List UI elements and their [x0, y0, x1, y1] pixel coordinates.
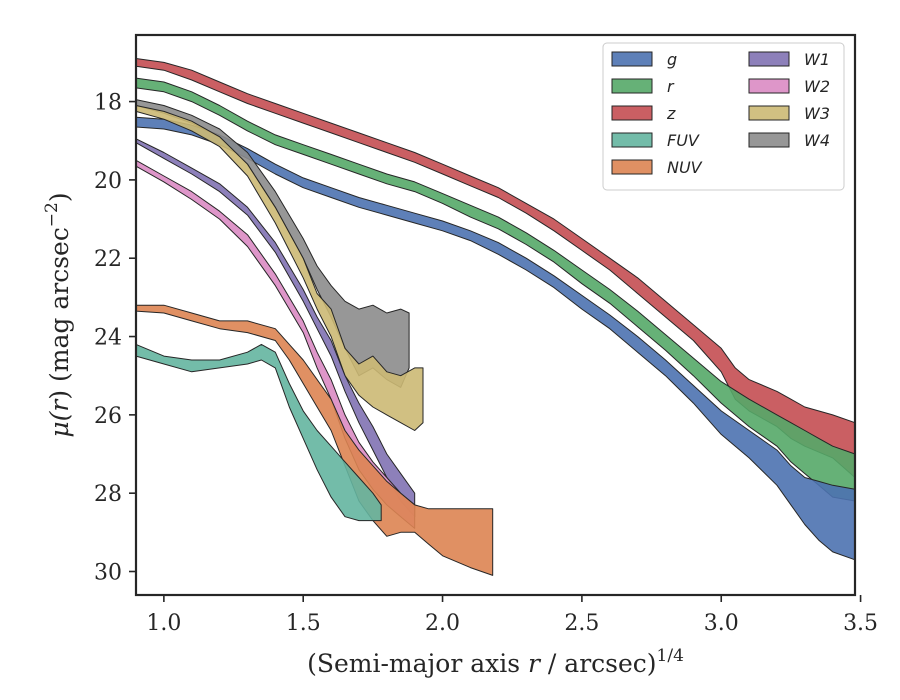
legend-label-r: r [667, 77, 675, 96]
legend-label-w3: W3 [804, 104, 830, 123]
legend-label-w1: W1 [804, 50, 830, 69]
legend-swatch-nuv [611, 159, 653, 175]
legend-swatch-w1 [748, 51, 790, 67]
x-tick-label: 1.5 [286, 611, 321, 636]
y-tick-label: 30 [94, 561, 122, 586]
y-tick-label: 18 [94, 91, 122, 116]
x-axis: 1.0 1.5 2.0 2.5 3.0 3.5 [146, 595, 878, 636]
legend-swatch-z [611, 105, 653, 121]
legend-swatch-r [611, 78, 653, 94]
legend-label-g: g [667, 50, 677, 69]
legend-label-z: z [666, 104, 676, 123]
x-tick-label: 3.0 [704, 611, 739, 636]
series-band-fuv [135, 343, 382, 522]
legend: grz FUV NUV W1 W2 W3 W4 [602, 42, 845, 191]
series-band-nuv [135, 304, 494, 576]
legend-label-fuv: FUV [667, 131, 700, 150]
x-tick-label: 3.5 [843, 611, 878, 636]
legend-label-w4: W4 [804, 131, 830, 150]
legend-label-w2: W2 [804, 77, 830, 96]
legend-swatch-w3 [748, 105, 790, 121]
y-tick-label: 26 [94, 404, 122, 429]
x-tick-label: 2.5 [564, 611, 599, 636]
y-tick-label: 22 [94, 247, 122, 272]
x-tick-label: 1.0 [146, 611, 181, 636]
y-tick-label: 28 [94, 482, 122, 507]
plot-frame [134, 33, 857, 597]
legend-swatch-w4 [748, 132, 790, 148]
x-axis-label: (Semi-major axis r / arcsec)1/4 [307, 646, 684, 678]
y-tick-label: 20 [94, 169, 122, 194]
legend-label-nuv: NUV [667, 158, 703, 177]
series-band-w3 [135, 105, 424, 431]
y-tick-label: 24 [94, 326, 122, 351]
legend-swatch-g [611, 51, 653, 67]
y-axis-label: μ(r) (mag arcsec−2) [42, 192, 74, 437]
series-bands [135, 58, 856, 576]
legend-swatch-w2 [748, 78, 790, 94]
x-tick-label: 2.0 [425, 611, 460, 636]
y-axis: 18 20 22 24 26 28 30 [94, 91, 136, 586]
legend-swatch-fuv [611, 132, 653, 148]
